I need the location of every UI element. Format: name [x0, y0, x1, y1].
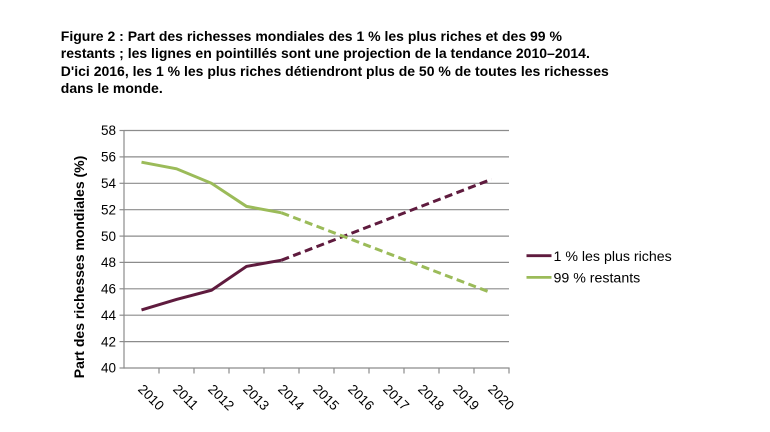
svg-text:2013: 2013	[240, 382, 272, 414]
svg-text:2011: 2011	[170, 382, 201, 413]
svg-text:1 % les plus riches: 1 % les plus riches	[554, 249, 672, 265]
svg-text:2010: 2010	[135, 382, 167, 414]
svg-text:2019: 2019	[450, 382, 482, 414]
svg-text:2014: 2014	[275, 382, 307, 414]
svg-text:50: 50	[101, 229, 116, 244]
svg-text:Part des richesses mondiales (: Part des richesses mondiales (%)	[71, 156, 87, 379]
svg-text:2017: 2017	[380, 382, 412, 414]
svg-text:42: 42	[101, 334, 116, 349]
svg-text:54: 54	[101, 176, 117, 191]
svg-text:44: 44	[101, 308, 117, 323]
svg-text:46: 46	[101, 282, 116, 297]
svg-text:56: 56	[101, 150, 116, 165]
svg-text:99 % restants: 99 % restants	[554, 271, 641, 287]
svg-text:2020: 2020	[485, 382, 517, 414]
svg-text:2018: 2018	[415, 382, 447, 414]
svg-text:40: 40	[101, 361, 116, 376]
svg-text:2012: 2012	[205, 382, 237, 414]
svg-text:2016: 2016	[345, 382, 377, 414]
svg-text:2015: 2015	[310, 382, 342, 414]
svg-text:52: 52	[101, 202, 116, 217]
svg-text:58: 58	[101, 123, 116, 138]
svg-text:48: 48	[101, 255, 116, 270]
